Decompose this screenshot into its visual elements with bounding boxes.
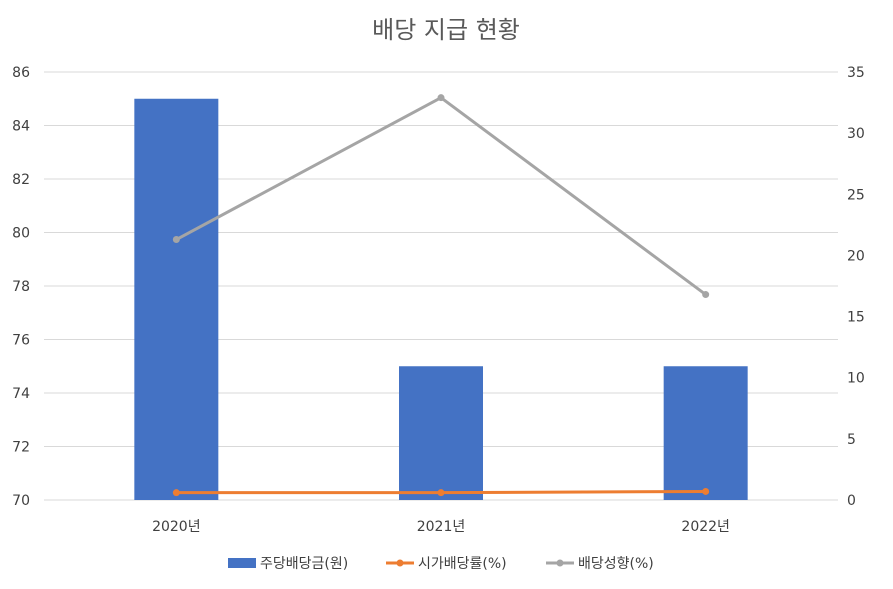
legend-marker xyxy=(556,559,564,567)
bar xyxy=(663,366,748,500)
axis-labels: 70 72 74 76 78 80 82 84 86 0 5 10 15 20 25 30 35 2020년 202… xyxy=(12,65,865,535)
data-point xyxy=(702,291,710,299)
data-point xyxy=(437,489,445,497)
bar xyxy=(134,98,219,500)
y-right-tick-label: 35 xyxy=(847,65,865,81)
x-tick-label: 2022년 xyxy=(681,519,730,535)
x-tick-label: 2020년 xyxy=(152,519,201,535)
y-right-tick-label: 10 xyxy=(847,371,865,387)
data-point xyxy=(172,489,180,497)
y-left-tick-label: 70 xyxy=(12,493,30,509)
legend-label: 주당배당금(원) xyxy=(260,556,348,572)
y-right-tick-label: 30 xyxy=(847,126,865,142)
y-right-tick-label: 15 xyxy=(847,310,865,326)
y-right-tick-label: 0 xyxy=(847,493,856,509)
y-right-tick-label: 20 xyxy=(847,248,865,264)
legend-marker xyxy=(396,559,404,567)
series-line xyxy=(174,96,708,297)
data-point xyxy=(702,487,710,495)
legend: 주당배당금(원) 시가배당률(%) 배당성향(%) xyxy=(228,556,654,572)
legend-swatch xyxy=(228,558,256,568)
chart-title: 배당 지급 현황 xyxy=(372,16,520,44)
x-tick-label: 2021년 xyxy=(417,519,466,535)
line-series xyxy=(172,94,710,497)
y-right-tick-label: 5 xyxy=(847,432,856,448)
y-left-tick-label: 74 xyxy=(12,386,30,402)
y-left-tick-label: 82 xyxy=(12,172,30,188)
y-left-tick-label: 80 xyxy=(12,226,30,242)
legend-label: 시가배당률(%) xyxy=(418,556,507,572)
y-left-tick-label: 86 xyxy=(12,65,30,81)
bar-series xyxy=(134,98,748,500)
data-point xyxy=(172,236,180,244)
y-left-tick-label: 78 xyxy=(12,279,30,295)
y-right-tick-label: 25 xyxy=(847,187,865,203)
bar xyxy=(399,366,483,500)
legend-label: 배당성향(%) xyxy=(578,556,654,572)
y-left-tick-label: 76 xyxy=(12,333,30,349)
data-point xyxy=(437,94,445,102)
y-left-tick-label: 72 xyxy=(12,440,30,456)
y-left-tick-label: 84 xyxy=(12,119,30,135)
